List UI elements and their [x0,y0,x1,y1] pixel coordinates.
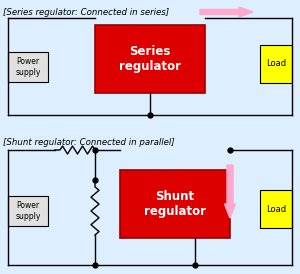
Text: [Shunt regulator: Connected in parallel]: [Shunt regulator: Connected in parallel] [3,138,175,147]
Text: [Series regulator: Connected in series]: [Series regulator: Connected in series] [3,8,169,17]
Text: Power
supply: Power supply [15,201,41,221]
FancyBboxPatch shape [260,45,292,83]
Text: Series
regulator: Series regulator [119,45,181,73]
Text: Shunt
regulator: Shunt regulator [144,190,206,218]
FancyBboxPatch shape [8,52,48,82]
Text: Power
supply: Power supply [15,57,41,77]
FancyArrow shape [200,7,253,17]
FancyBboxPatch shape [95,25,205,93]
Text: Load: Load [266,59,286,68]
FancyBboxPatch shape [120,170,230,238]
FancyBboxPatch shape [8,196,48,226]
Text: Load: Load [266,204,286,213]
FancyBboxPatch shape [260,190,292,228]
FancyArrow shape [224,165,236,218]
